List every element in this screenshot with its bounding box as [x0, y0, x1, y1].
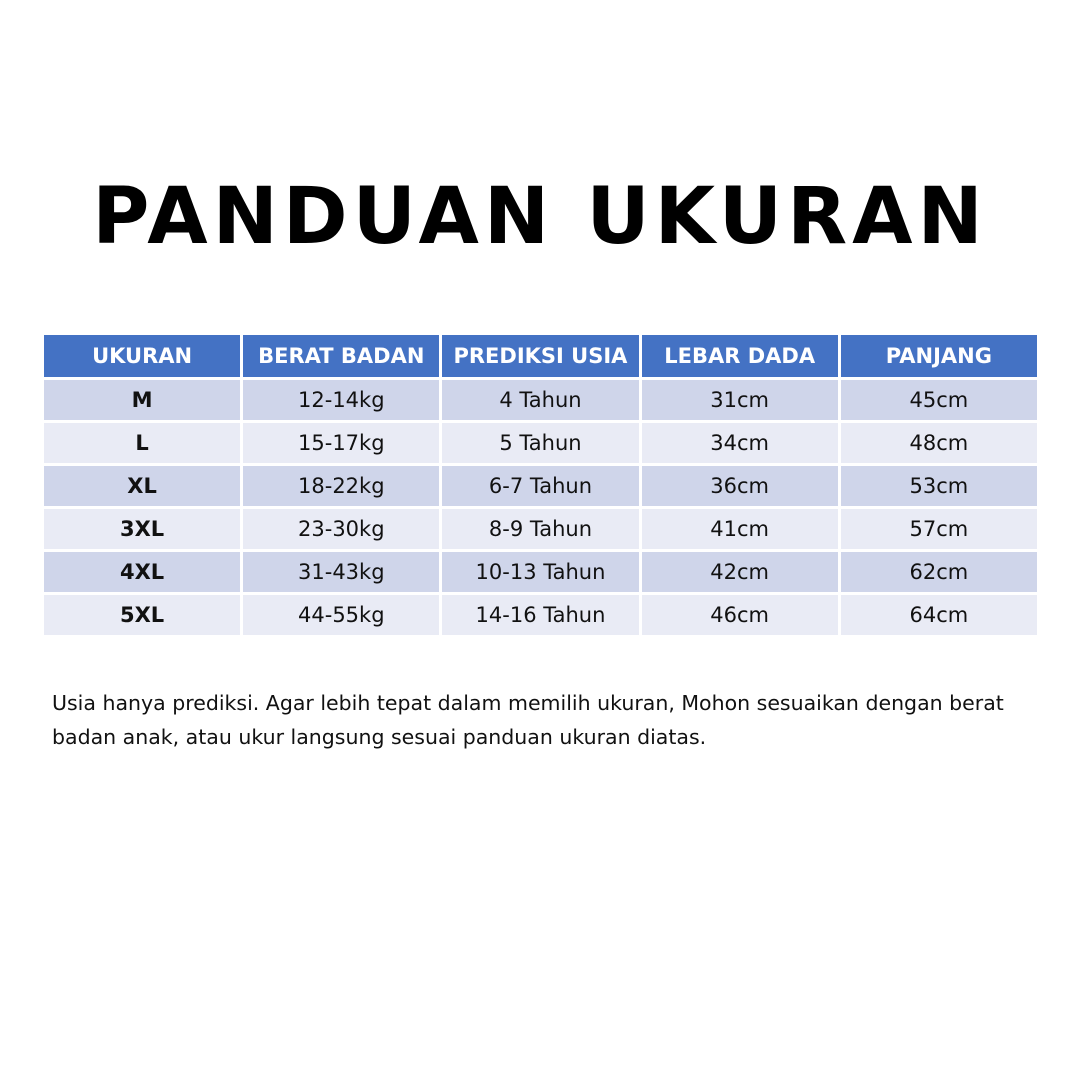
- table-cell: 23-30kg: [240, 506, 443, 552]
- size-chart-table: UKURAN BERAT BADAN PREDIKSI USIA LEBAR D…: [40, 332, 1041, 638]
- table-cell: 5XL: [40, 592, 244, 638]
- table-cell: 14-16 Tahun: [439, 592, 642, 638]
- header-lebar-dada: LEBAR DADA: [638, 332, 841, 380]
- table-cell: 62cm: [837, 549, 1041, 595]
- table-cell: 64cm: [837, 592, 1041, 638]
- table-cell: 53cm: [837, 463, 1041, 509]
- table-row: L 15-17kg 5 Tahun 34cm 48cm: [40, 420, 1041, 466]
- table-cell: 4XL: [40, 549, 244, 595]
- table-cell: 4 Tahun: [439, 377, 642, 423]
- page-title: PANDUAN UKURAN: [92, 172, 988, 262]
- table-row: 3XL 23-30kg 8-9 Tahun 41cm 57cm: [40, 506, 1041, 552]
- table-cell: L: [40, 420, 244, 466]
- table-row: M 12-14kg 4 Tahun 31cm 45cm: [40, 377, 1041, 423]
- table-cell: 36cm: [638, 463, 841, 509]
- table-cell: 6-7 Tahun: [439, 463, 642, 509]
- table-cell: 48cm: [837, 420, 1041, 466]
- table-cell: 8-9 Tahun: [439, 506, 642, 552]
- table-cell: 31-43kg: [240, 549, 443, 595]
- table-cell: 3XL: [40, 506, 244, 552]
- table-cell: 45cm: [837, 377, 1041, 423]
- table-cell: 44-55kg: [240, 592, 443, 638]
- table-cell: M: [40, 377, 244, 423]
- table-cell: 31cm: [638, 377, 841, 423]
- table-cell: 57cm: [837, 506, 1041, 552]
- table-cell: 41cm: [638, 506, 841, 552]
- table-row: XL 18-22kg 6-7 Tahun 36cm 53cm: [40, 463, 1041, 509]
- header-prediksi-usia: PREDIKSI USIA: [439, 332, 642, 380]
- table-cell: XL: [40, 463, 244, 509]
- header-ukuran: UKURAN: [40, 332, 244, 380]
- size-note: Usia hanya prediksi. Agar lebih tepat da…: [52, 691, 1004, 749]
- table-row: 4XL 31-43kg 10-13 Tahun 42cm 62cm: [40, 549, 1041, 595]
- table-cell: 46cm: [638, 592, 841, 638]
- table-cell: 34cm: [638, 420, 841, 466]
- table-cell: 42cm: [638, 549, 841, 595]
- header-panjang: PANJANG: [837, 332, 1041, 380]
- table-cell: 5 Tahun: [439, 420, 642, 466]
- table-cell: 15-17kg: [240, 420, 443, 466]
- table-cell: 12-14kg: [240, 377, 443, 423]
- table-cell: 18-22kg: [240, 463, 443, 509]
- table-cell: 10-13 Tahun: [439, 549, 642, 595]
- header-berat-badan: BERAT BADAN: [240, 332, 443, 380]
- table-header-row: UKURAN BERAT BADAN PREDIKSI USIA LEBAR D…: [40, 332, 1041, 380]
- table-row: 5XL 44-55kg 14-16 Tahun 46cm 64cm: [40, 592, 1041, 638]
